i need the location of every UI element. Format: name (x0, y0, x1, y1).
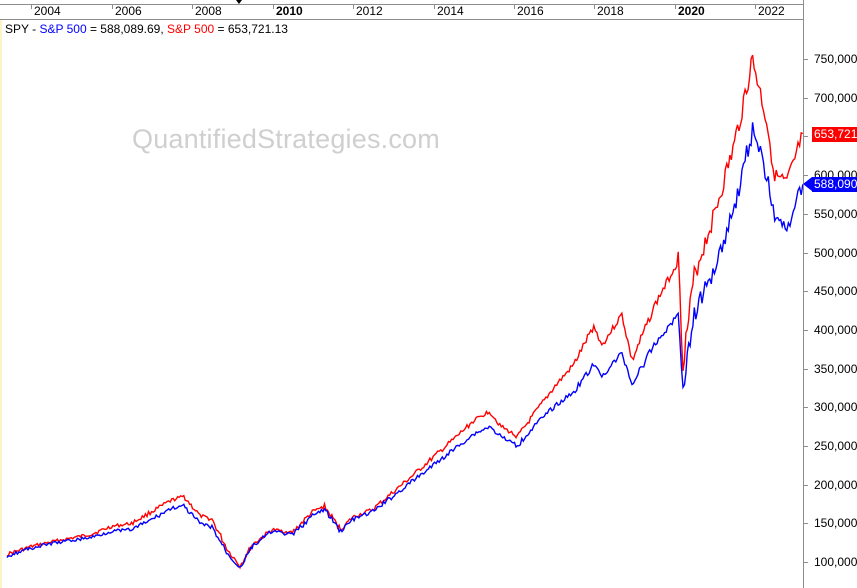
y-tick-mark (804, 175, 808, 177)
x-tick-label: 2014 (434, 4, 464, 18)
y-tick-text: 550,000 (814, 207, 857, 221)
y-tick-text: 500,000 (814, 246, 857, 260)
y-tick-label: 300,000 (804, 400, 857, 414)
y-tick-mark-650k (804, 129, 814, 143)
y-tick-label: 150,000 (804, 516, 857, 530)
time-axis[interactable]: 2004 2006 2008 2010 2012 2014 2016 2018 2020 2022 (0, 0, 803, 20)
current-position-marker (236, 0, 242, 4)
y-tick-mark (804, 562, 808, 564)
x-tick-label: 2010 (273, 4, 303, 18)
x-tick-label: 2020 (675, 4, 705, 18)
y-tick-text: 450,000 (814, 284, 857, 298)
y-tick-label: 750,000 (804, 52, 857, 66)
y-tick-mark (804, 369, 808, 371)
y-tick-text: 250,000 (814, 439, 857, 453)
price-chart (6, 54, 803, 570)
y-tick-label: 100,000 (804, 555, 857, 569)
watermark: QuantifiedStrategies.com (132, 124, 440, 154)
y-tick-text: 300,000 (814, 400, 857, 414)
legend-series-red-name[interactable]: S&P 500 (167, 22, 215, 36)
y-tick-mark (804, 98, 808, 100)
time-axis-border (0, 4, 803, 5)
y-tick-label: 550,000 (804, 207, 857, 221)
y-tick-mark (804, 485, 808, 487)
legend-series-blue-name[interactable]: S&P 500 (39, 22, 87, 36)
y-tick-mark (804, 291, 808, 293)
y-tick-mark (804, 330, 808, 332)
y-tick-label: 350,000 (804, 362, 857, 376)
y-tick-label: 500,000 (804, 246, 857, 260)
y-tick-text: 150,000 (814, 516, 857, 530)
last-price-tag-blue: 588,090 (803, 177, 857, 192)
series-line-red (6, 54, 803, 570)
x-tick-label: 2018 (594, 4, 624, 18)
y-tick-mark (804, 523, 808, 525)
y-tick-mark (804, 253, 808, 255)
y-tick-label: 250,000 (804, 439, 857, 453)
last-price-tag-red: 653,721 (812, 127, 857, 142)
y-tick-mark (804, 59, 808, 61)
y-tick-label: 200,000 (804, 478, 857, 492)
y-tick-text: 200,000 (814, 478, 857, 492)
price-axis[interactable]: 750,000 700,000 600,000 550,000 500,000 450,0… (803, 0, 857, 588)
chart-legend: SPY - S&P 500 = 588,089.69, S&P 500 = 65… (5, 22, 288, 36)
y-tick-label: 700,000 (804, 91, 857, 105)
x-tick-label: 2016 (514, 4, 544, 18)
legend-series-red-value: = 653,721.13 (214, 22, 288, 36)
x-tick-label: 2006 (112, 4, 142, 18)
y-tick-mark (804, 407, 808, 409)
legend-series-blue-value: = 588,089.69, (86, 22, 168, 36)
y-tick-text: 700,000 (814, 91, 857, 105)
y-tick-text: 350,000 (814, 362, 857, 376)
x-tick-label: 2012 (353, 4, 383, 18)
y-tick-text: 400,000 (814, 323, 857, 337)
y-tick-text: 750,000 (814, 52, 857, 66)
x-tick-label: 2022 (755, 4, 785, 18)
legend-ticker: SPY - (5, 22, 40, 36)
x-tick-label: 2008 (192, 4, 222, 18)
x-tick-label: 2004 (31, 4, 61, 18)
left-edge-strip (0, 0, 2, 588)
y-tick-mark (804, 446, 808, 448)
y-tick-label: 450,000 (804, 284, 857, 298)
y-tick-label: 400,000 (804, 323, 857, 337)
series-line-blue (6, 122, 803, 568)
y-tick-text: 100,000 (814, 555, 857, 569)
y-tick-mark (804, 214, 808, 216)
